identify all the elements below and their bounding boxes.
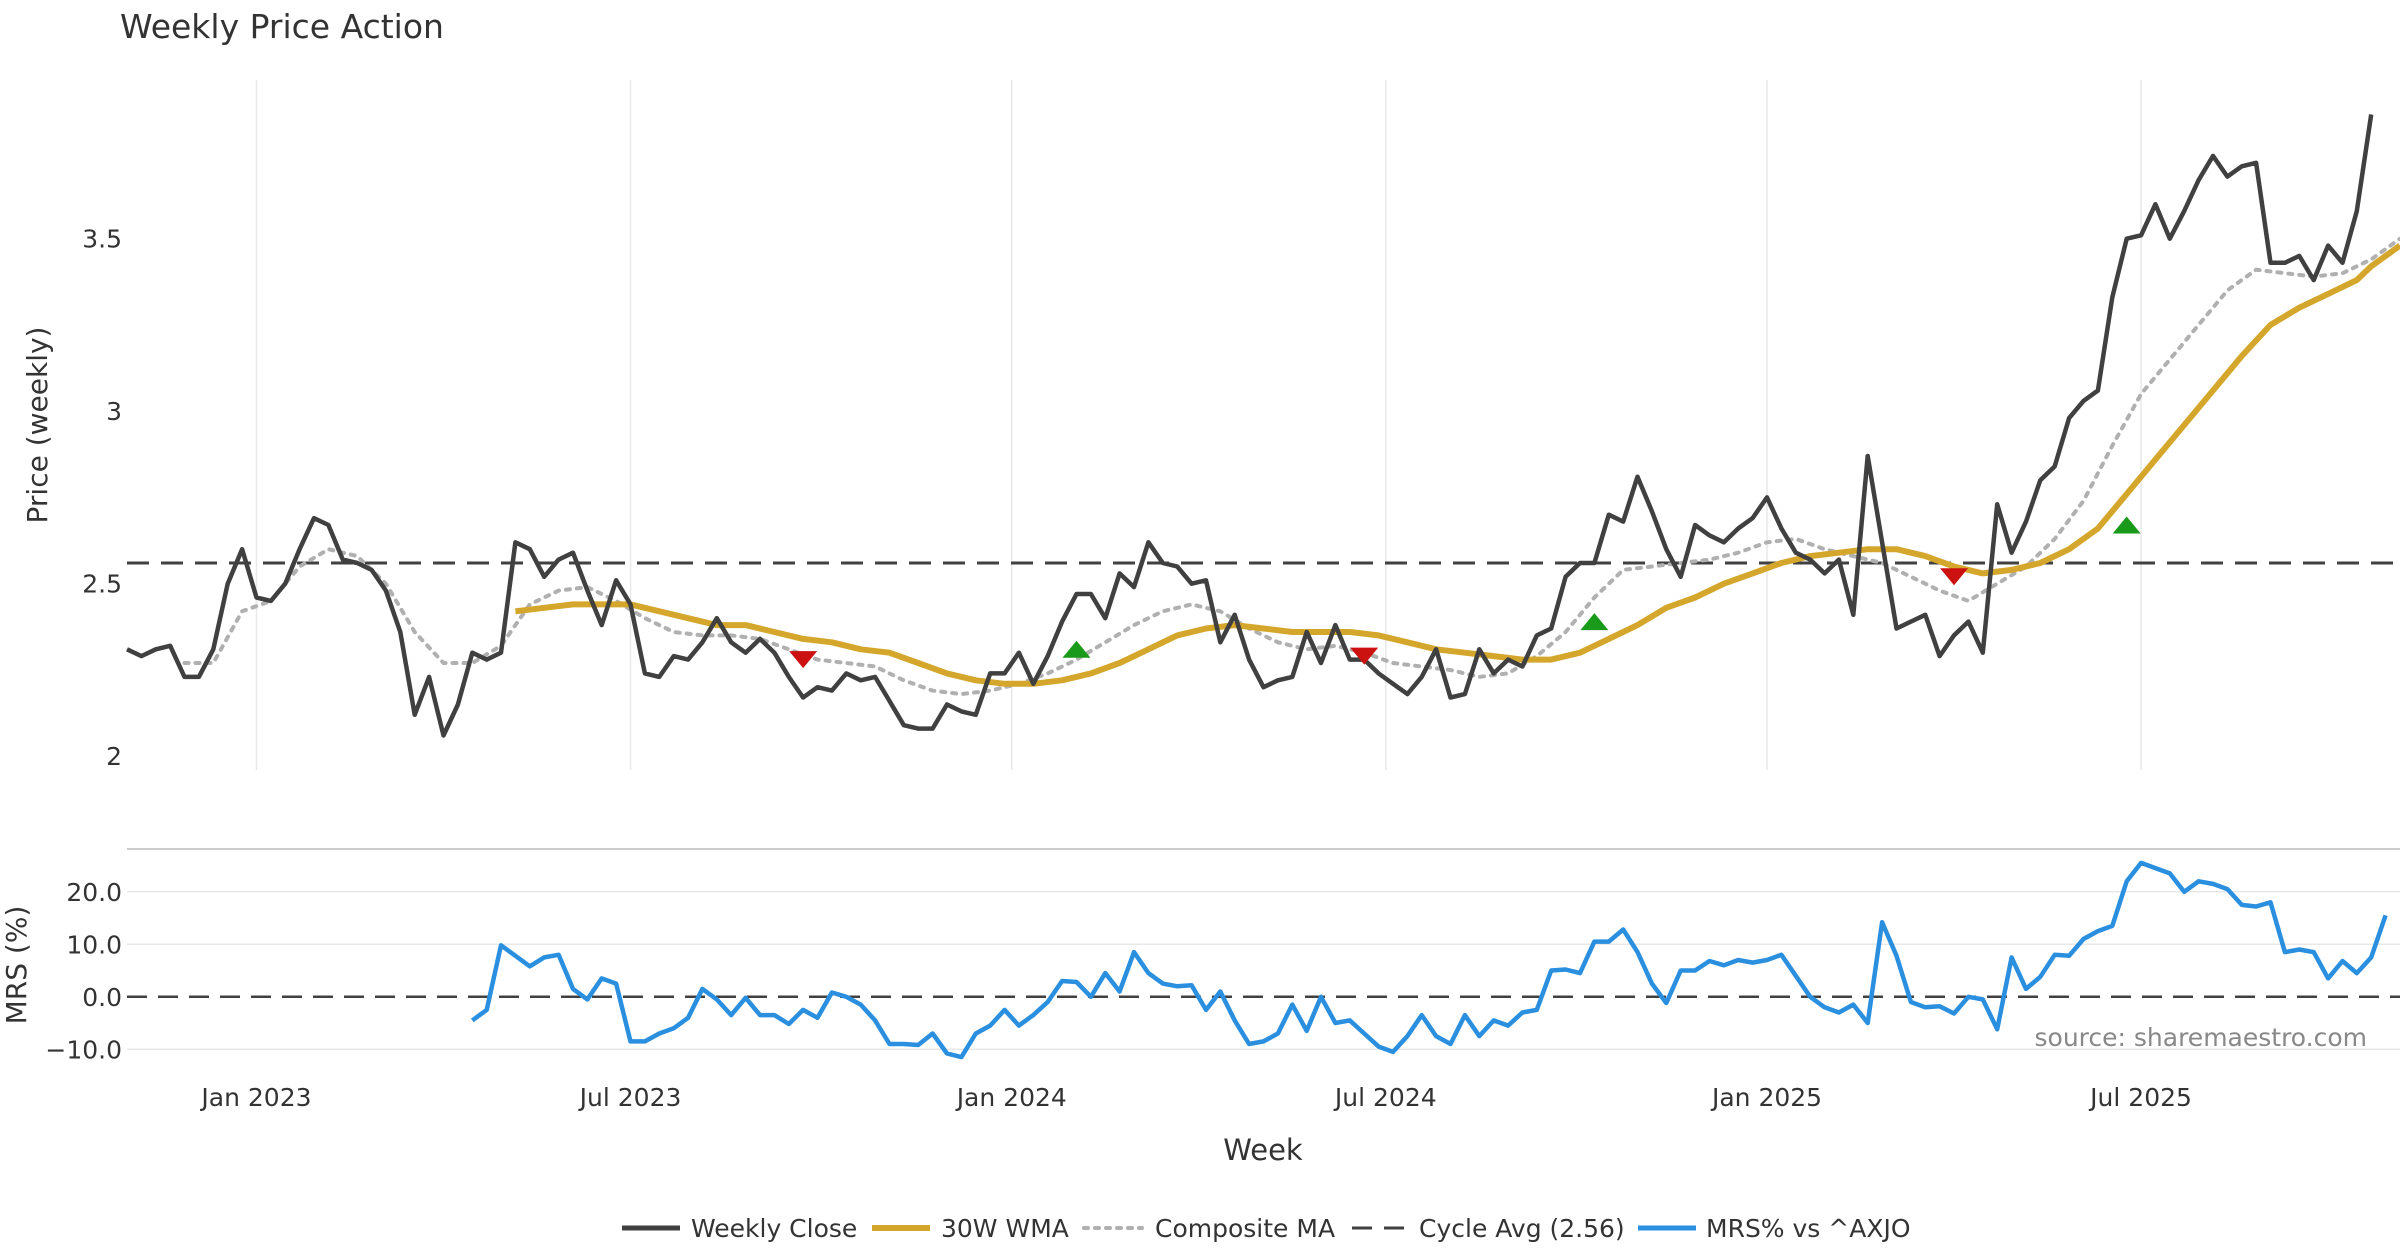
mrs-y-axis-label: MRS (%) bbox=[0, 906, 33, 1025]
chart-title: Weekly Price Action bbox=[120, 7, 444, 46]
price-y-tick-label: 2.5 bbox=[82, 570, 122, 599]
x-ticks: Jan 2023 Jul 2023 Jan 2024 Jul 2024 Jan 2025… bbox=[199, 1083, 2191, 1112]
source-label: source: sharemaestro.com bbox=[2035, 1023, 2368, 1052]
buy-signal-marker bbox=[1580, 613, 1609, 631]
x-tick-label: Jan 2023 bbox=[199, 1083, 311, 1112]
mrs-y-ticks: −10.0 0.0 10.0 20.0 bbox=[45, 878, 122, 1065]
x-tick-label: Jan 2024 bbox=[955, 1083, 1067, 1112]
legend-label-wma: 30W WMA bbox=[941, 1214, 1069, 1243]
mrs-y-tick-label: 20.0 bbox=[66, 878, 122, 907]
x-axis-label: Week bbox=[1223, 1133, 1303, 1167]
price-y-axis-label: Price (weekly) bbox=[21, 327, 54, 524]
mrs-y-tick-label: 10.0 bbox=[66, 930, 122, 959]
signal-markers bbox=[789, 516, 2141, 669]
composite-ma-line bbox=[182, 236, 2400, 697]
price-y-tick-label: 3.5 bbox=[82, 225, 122, 254]
legend: Weekly Close 30W WMA Composite MA Cycle … bbox=[622, 1214, 1911, 1243]
x-tick-label: Jan 2025 bbox=[1710, 1083, 1822, 1112]
sell-signal-marker bbox=[1350, 647, 1379, 665]
wma-30w-line bbox=[515, 243, 2400, 687]
mrs-grid bbox=[127, 891, 2400, 1050]
mrs-line bbox=[470, 860, 2388, 1060]
mrs-y-tick-label: 0.0 bbox=[82, 983, 122, 1012]
weekly-close-line bbox=[126, 114, 2374, 738]
legend-label-cycle: Cycle Avg (2.56) bbox=[1419, 1214, 1625, 1243]
legend-label-weekly-close: Weekly Close bbox=[691, 1214, 857, 1243]
legend-label-mrs: MRS% vs ^AXJO bbox=[1706, 1214, 1911, 1243]
legend-label-composite: Composite MA bbox=[1155, 1214, 1335, 1243]
price-y-ticks: 2 2.5 3 3.5 bbox=[82, 225, 122, 772]
x-tick-label: Jul 2023 bbox=[578, 1083, 682, 1112]
sell-signal-marker bbox=[789, 651, 818, 669]
x-tick-label: Jul 2024 bbox=[1333, 1083, 1437, 1112]
buy-signal-marker bbox=[1062, 640, 1091, 658]
sell-signal-marker bbox=[1940, 568, 1969, 586]
price-grid bbox=[255, 80, 2142, 770]
buy-signal-marker bbox=[2112, 516, 2141, 534]
mrs-y-tick-label: −10.0 bbox=[45, 1035, 122, 1064]
price-y-tick-label: 2 bbox=[106, 742, 122, 771]
x-tick-label: Jul 2025 bbox=[2088, 1083, 2192, 1112]
price-y-tick-label: 3 bbox=[106, 397, 122, 426]
